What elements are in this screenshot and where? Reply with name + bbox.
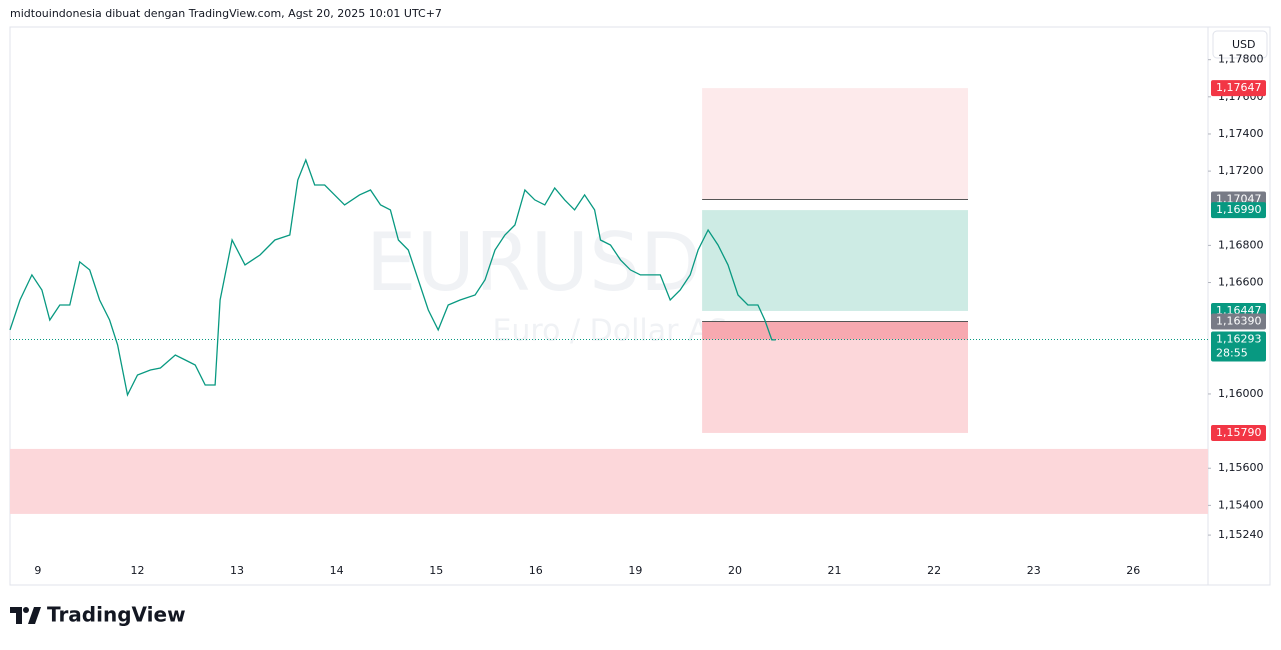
price-badge [1211,80,1266,97]
frame [9,26,1271,586]
currency-button[interactable] [1212,30,1268,59]
x-tick-label: 14 [330,564,344,577]
zone [10,448,1208,514]
plot-layer [9,88,1208,514]
x-tick-label: 15 [429,564,443,577]
y-tick-label: 1,17200 [1218,164,1264,177]
x-tick-label: 16 [529,564,543,577]
logo: TradingView [47,603,186,627]
header: midtouindonesia dibuat dengan TradingVie… [10,7,442,20]
zone [702,321,969,340]
zone [702,88,969,200]
price-countdown: 28:55 [1216,347,1248,360]
price-badge-label: 1,16990 [1216,203,1262,216]
x-tick-label: 13 [230,564,244,577]
zone [702,321,969,433]
y-tick-label: 1,16000 [1218,387,1264,400]
price-badge-label: 1,16293 [1216,333,1262,346]
zone [702,210,969,311]
price-badge-label: 1,17647 [1216,81,1262,94]
price-line [9,158,776,397]
y-tick-label: 1,15400 [1218,498,1264,511]
x-tick-label: 20 [728,564,742,577]
x-tick-label: 21 [828,564,842,577]
x-tick-label: 26 [1126,564,1140,577]
y-tick-label: 1,17800 [1218,53,1264,66]
y-tick-label: 1,15240 [1218,528,1264,541]
price-badge [1211,424,1266,441]
x-tick-label: 19 [628,564,642,577]
currency[interactable]: USD [1232,38,1256,51]
price-badge [1211,331,1266,362]
logo-icon [10,607,41,624]
x-tick-label: 23 [1027,564,1041,577]
x-tick-label: 12 [130,564,144,577]
y-tick-label: 1,16600 [1218,276,1264,289]
x-tick-label: 22 [927,564,941,577]
y-tick-label: 1,17400 [1218,127,1264,140]
y-tick-label: 1,15600 [1218,461,1264,474]
price-badge-label: 1,15790 [1216,426,1262,439]
watermark-subtitle: Euro / Dollar AS [492,314,727,349]
price-badge [1211,313,1266,330]
y-tick-label: 1,16800 [1218,238,1264,251]
price-badge-label: 1,16390 [1216,315,1262,328]
x-tick-label: 9 [34,564,41,577]
price-badge [1211,202,1266,219]
